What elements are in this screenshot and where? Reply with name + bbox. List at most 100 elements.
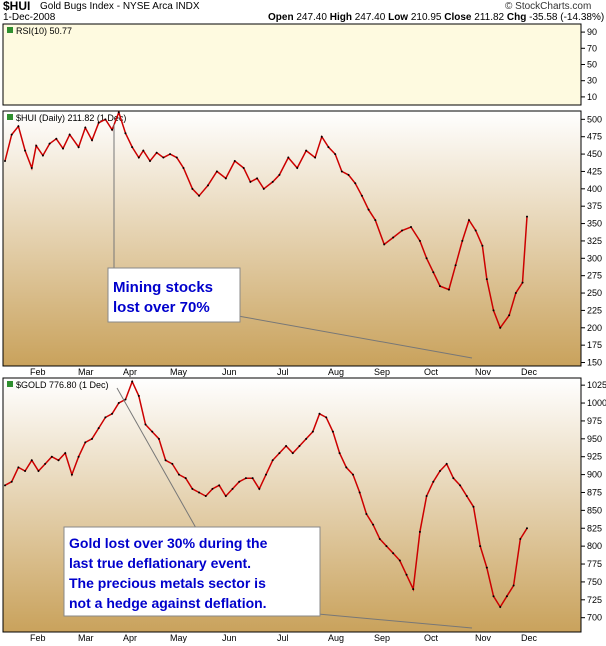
gold-annotation-text: not a hedge against deflation. — [69, 595, 267, 611]
gold-point — [398, 559, 401, 562]
hui-point — [104, 118, 107, 121]
gold-xtick-label: Jul — [277, 633, 289, 643]
hui-point — [111, 128, 114, 131]
hui-callout-line — [237, 315, 473, 359]
hui-ytick-label: 450 — [587, 149, 602, 159]
gold-legend-marker — [7, 381, 13, 387]
gold-point — [271, 459, 274, 462]
hui-point — [207, 184, 209, 187]
gold-point — [412, 588, 415, 591]
hui-ytick-label: 425 — [587, 166, 602, 176]
gold-xtick-label: Nov — [475, 633, 492, 643]
hui-point — [62, 147, 64, 150]
hui-point — [41, 154, 44, 157]
hui-xtick-label: Nov — [475, 367, 492, 377]
hui-point — [30, 166, 33, 169]
hui-point — [35, 144, 38, 147]
gold-xtick-label: Dec — [521, 633, 538, 643]
gold-point — [305, 437, 308, 440]
gold-point — [352, 473, 354, 476]
gold-point — [164, 459, 167, 462]
hui-point — [526, 215, 528, 218]
gold-point — [385, 545, 388, 548]
hui-point — [340, 170, 343, 173]
hui-xtick-label: Dec — [521, 367, 538, 377]
gold-point — [479, 545, 482, 548]
gold-point — [505, 595, 508, 598]
gold-point — [244, 477, 247, 480]
gold-point — [278, 452, 281, 455]
gold-xtick-label: Sep — [374, 633, 390, 643]
hui-point — [447, 288, 450, 291]
hui-point — [68, 133, 71, 136]
gold-ytick-label: 900 — [587, 470, 602, 480]
hui-ytick-label: 225 — [587, 305, 602, 315]
hui-point — [401, 229, 404, 232]
hui-ytick-label: 150 — [587, 358, 602, 368]
gold-point — [57, 459, 60, 462]
gold-ytick-label: 750 — [587, 577, 602, 587]
gold-title: $GOLD 776.80 (1 Dec) — [16, 380, 109, 390]
hui-ytick-label: 325 — [587, 236, 602, 246]
gold-point — [452, 477, 455, 480]
hui-ytick-label: 400 — [587, 184, 602, 194]
hui-ytick-label: 375 — [587, 201, 602, 211]
rsi-title: RSI(10) 50.77 — [16, 26, 72, 36]
gold-point — [331, 430, 334, 433]
gold-annotation-text: last true deflationary event. — [69, 555, 251, 571]
hui-point — [392, 236, 395, 239]
gold-point — [24, 470, 27, 473]
gold-xtick-label: Jun — [222, 633, 237, 643]
hui-point — [334, 153, 337, 156]
gold-point — [439, 470, 441, 473]
hui-point — [91, 139, 93, 142]
gold-point — [157, 437, 160, 440]
gold-ytick-label: 875 — [587, 487, 602, 497]
hui-point — [485, 278, 488, 281]
gold-ytick-label: 700 — [587, 613, 602, 623]
gold-ytick-label: 725 — [587, 595, 602, 605]
gold-xtick-label: Oct — [424, 633, 439, 643]
gold-point — [291, 452, 294, 455]
symbol-label: $HUI — [3, 0, 31, 13]
hui-ytick-label: 500 — [587, 114, 602, 124]
hui-ytick-label: 300 — [587, 253, 602, 263]
gold-point — [418, 530, 421, 533]
hui-point — [162, 156, 165, 159]
gold-xtick-label: Feb — [30, 633, 46, 643]
gold-point — [91, 437, 93, 440]
gold-point — [218, 484, 221, 487]
gold-point — [17, 466, 20, 469]
hui-point — [182, 166, 185, 169]
gold-point — [298, 444, 301, 447]
hui-point — [262, 187, 265, 190]
gold-xtick-label: Aug — [328, 633, 344, 643]
hui-point — [314, 156, 317, 159]
hui-point — [97, 121, 100, 124]
gold-point — [4, 484, 6, 487]
gold-point — [265, 473, 267, 476]
gold-ytick-label: 1000 — [587, 398, 606, 408]
hui-point — [84, 126, 87, 129]
hui-point — [367, 208, 370, 211]
hui-point — [521, 281, 524, 284]
gold-point — [64, 452, 67, 455]
gold-xtick-label: Mar — [78, 633, 94, 643]
hui-point — [327, 146, 330, 149]
hui-point — [461, 239, 464, 242]
hui-point — [137, 156, 140, 159]
hui-point — [131, 146, 134, 149]
hui-ytick-label: 275 — [587, 271, 602, 281]
gold-point — [318, 412, 321, 415]
hui-point — [296, 166, 299, 169]
hui-annotation-text: Mining stocks — [113, 279, 213, 296]
gold-point — [285, 444, 288, 447]
gold-ytick-label: 800 — [587, 541, 602, 551]
hui-point — [233, 160, 236, 163]
hui-point — [117, 111, 120, 114]
gold-annotation-text: Gold lost over 30% during the — [69, 535, 268, 551]
gold-point — [104, 416, 107, 419]
hui-point — [77, 146, 80, 149]
gold-point — [405, 573, 408, 576]
